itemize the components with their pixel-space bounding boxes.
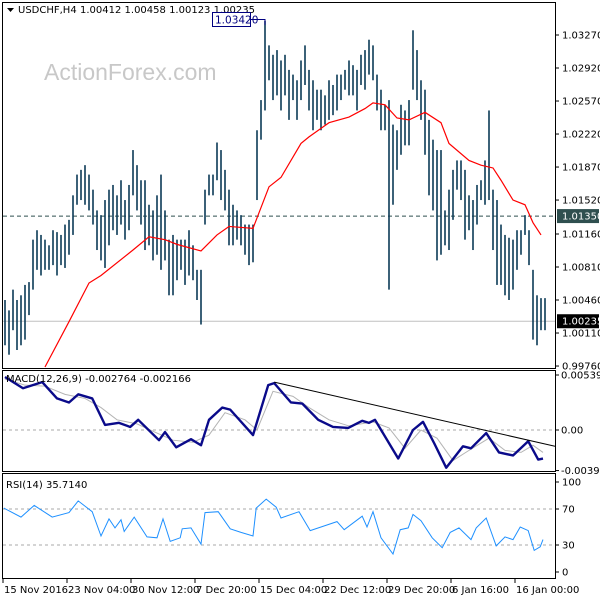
ohlc-values: 1.00412 1.00458 1.00123 1.00235 [80,5,255,16]
level-price-tag-box [557,209,599,224]
rsi-panel-frame [2,473,556,579]
price-tick-label: 1.01520 [562,196,600,207]
time-tick-label: 7 Dec 20:00 [196,585,257,596]
symbol-label: USDCHF,H4 [18,5,77,16]
time-tick-label: 15 Nov 2016 [4,585,68,596]
macd-tick-label: -0.003981 [561,466,600,477]
price-tick-label: 1.01870 [562,163,600,174]
rsi-line [3,498,544,556]
time-tick-label: 16 Jan 00:00 [516,585,579,596]
time-tick-label: 23 Nov 04:00 [68,585,135,596]
rsi-tick-label: 30 [562,541,575,552]
price-tick-label: 1.02920 [562,64,600,75]
rsi-tick-label: 100 [562,478,581,489]
price-tick-label: 1.00810 [562,263,600,274]
macd-panel-frame [2,370,556,472]
macd-trendline [274,381,555,447]
macd-panel-plot [3,375,555,469]
current-price-tag: 1.00235 [562,317,600,328]
time-tick-label: 29 Dec 20:00 [388,585,455,596]
high-marker-label: 1.03420 [215,15,258,27]
time-tick-label: 30 Nov 12:00 [132,585,199,596]
time-tick-label: 6 Jan 16:00 [452,585,509,596]
price-panel-frame [2,2,556,369]
price-tick-label: 1.00460 [562,296,600,307]
time-tick-label: 15 Dec 04:00 [260,585,327,596]
price-tick-label: 1.02570 [562,97,600,108]
price-tick-label: 0.99760 [562,362,600,373]
macd-tick-label: 0.00 [561,426,583,437]
high-marker-connector [250,19,266,25]
price-tick-label: 1.00110 [562,329,600,340]
price-panel-plot [3,20,555,368]
rsi-tick-label: 70 [562,505,575,516]
price-tick-label: 1.01160 [562,229,600,240]
macd-title: MACD(12,26,9) -0.002764 -0.002166 [6,374,191,385]
current-price-tag-box [557,314,599,329]
dropdown-triangle-icon[interactable] [7,8,14,12]
price-tick-label: 1.02220 [562,130,600,141]
moving-average-line [44,102,542,368]
axes: 1.03270 1.02920 1.02570 1.02220 1.01870 1.015… [2,31,600,596]
watermark: ActionForex.com [44,59,217,85]
rsi-panel-plot [3,498,555,556]
time-tick-label: 22 Dec 12:00 [324,585,391,596]
rsi-title: RSI(14) 35.7140 [6,480,87,491]
macd-tick-label: 0.005398 [561,371,600,382]
chart-header: USDCHF,H4 1.00412 1.00458 1.00123 1.0023… [7,5,255,16]
macd-line [4,375,544,469]
rsi-tick-label: 0 [562,568,568,579]
high-marker: 1.03420 [212,12,266,27]
level-price-tag: 1.01350 [562,212,600,223]
price-tick-label: 1.03270 [562,31,600,42]
